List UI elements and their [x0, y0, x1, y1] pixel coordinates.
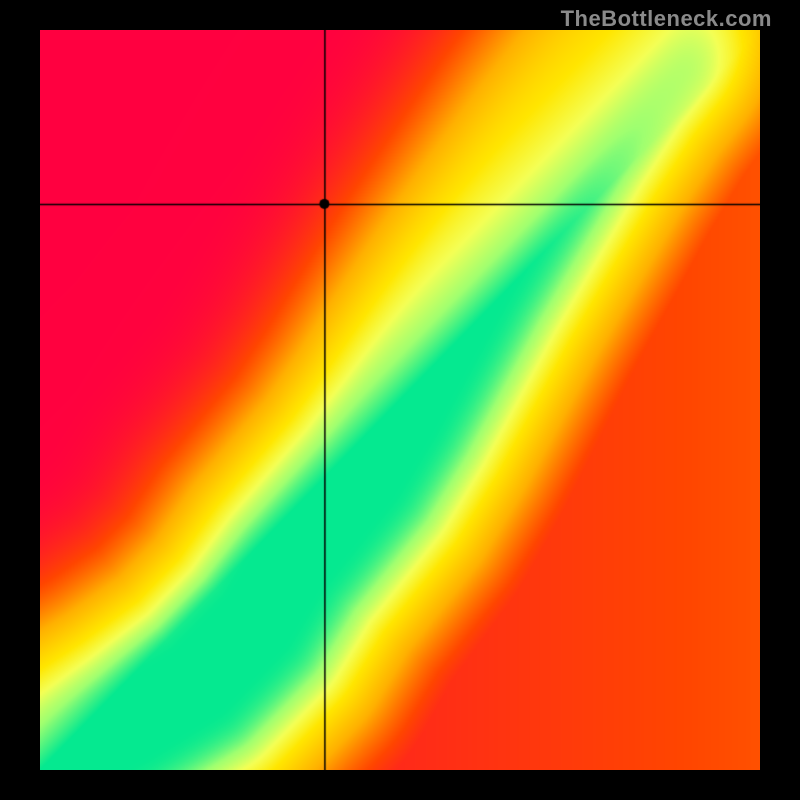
heatmap-canvas: [40, 30, 760, 770]
watermark-text: TheBottleneck.com: [561, 6, 772, 32]
heatmap-chart: [40, 30, 760, 770]
